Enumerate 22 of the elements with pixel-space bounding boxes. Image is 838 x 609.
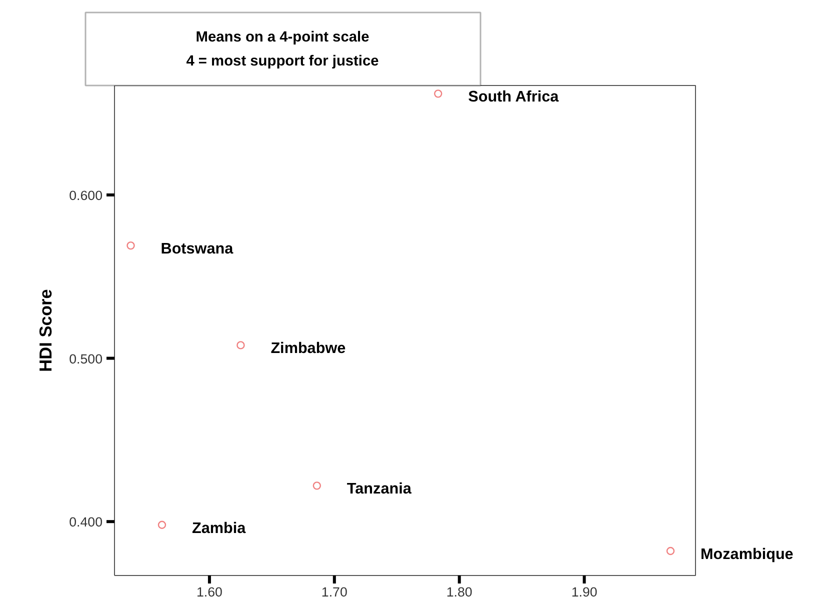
y-tick-label: 0.500 xyxy=(69,351,103,366)
point xyxy=(126,241,135,250)
y-axis-title: HDI Score xyxy=(36,288,56,372)
annotation: Tanzania xyxy=(346,480,412,498)
point xyxy=(312,482,322,490)
x-tick-label: 1.90 xyxy=(571,584,598,600)
x-tick-label: 1.80 xyxy=(446,584,472,600)
point xyxy=(666,546,675,556)
annotation: Zambia xyxy=(192,520,246,537)
point xyxy=(236,341,245,350)
chart-title: Means on a 4-point scale xyxy=(196,30,370,46)
annotation: Zimbabwe xyxy=(270,340,346,358)
x-tick-label: 1.60 xyxy=(196,584,222,600)
point xyxy=(434,90,442,98)
annotation: Mozambique xyxy=(700,546,794,563)
annotation: Botswana xyxy=(160,240,234,258)
annotation: South Africa xyxy=(468,88,560,106)
chart-subtitle: 4 = most support for justice xyxy=(186,54,379,70)
y-tick-label: 0.400 xyxy=(69,514,103,530)
point xyxy=(158,520,166,529)
x-tick-label: 1.70 xyxy=(321,584,348,600)
y-tick-label: 0.600 xyxy=(69,188,103,203)
